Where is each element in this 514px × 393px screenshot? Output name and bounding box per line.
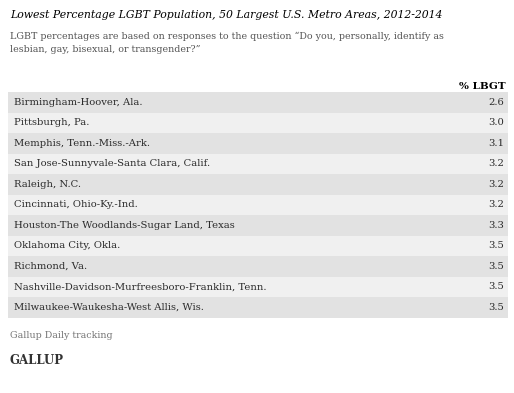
Text: 3.5: 3.5 [488,241,504,250]
Bar [8,133,508,154]
Text: 3.0: 3.0 [488,118,504,127]
Text: Birmingham-Hoover, Ala.: Birmingham-Hoover, Ala. [14,98,142,107]
Text: Cincinnati, Ohio-Ky.-Ind.: Cincinnati, Ohio-Ky.-Ind. [14,200,138,209]
Text: Pittsburgh, Pa.: Pittsburgh, Pa. [14,118,89,127]
Text: 3.3: 3.3 [488,221,504,230]
Text: 3.1: 3.1 [488,139,504,148]
Text: 3.2: 3.2 [488,159,504,168]
Text: Memphis, Tenn.-Miss.-Ark.: Memphis, Tenn.-Miss.-Ark. [14,139,150,148]
Bar [8,154,508,174]
Text: Lowest Percentage LGBT Population, 50 Largest U.S. Metro Areas, 2012-2014: Lowest Percentage LGBT Population, 50 La… [10,10,443,20]
Bar [8,215,508,235]
Text: LGBT percentages are based on responses to the question “Do you, personally, ide: LGBT percentages are based on responses … [10,32,444,54]
Text: Nashville-Davidson-Murfreesboro-Franklin, Tenn.: Nashville-Davidson-Murfreesboro-Franklin… [14,282,266,291]
Text: 3.5: 3.5 [488,262,504,271]
Text: 3.5: 3.5 [488,282,504,291]
Text: Houston-The Woodlands-Sugar Land, Texas: Houston-The Woodlands-Sugar Land, Texas [14,221,235,230]
Bar [8,112,508,133]
Text: GALLUP: GALLUP [10,353,64,367]
Bar [8,235,508,256]
Text: % LBGT: % LBGT [460,82,506,91]
Text: Gallup Daily tracking: Gallup Daily tracking [10,332,113,340]
Bar [8,195,508,215]
Bar [8,277,508,297]
Bar [8,297,508,318]
Bar [8,174,508,195]
Bar [8,256,508,277]
Text: San Jose-Sunnyvale-Santa Clara, Calif.: San Jose-Sunnyvale-Santa Clara, Calif. [14,159,210,168]
Bar [8,92,508,112]
Text: 2.6: 2.6 [488,98,504,107]
Text: Richmond, Va.: Richmond, Va. [14,262,87,271]
Text: 3.2: 3.2 [488,180,504,189]
Text: Oklahoma City, Okla.: Oklahoma City, Okla. [14,241,120,250]
Text: 3.2: 3.2 [488,200,504,209]
Text: Milwaukee-Waukesha-West Allis, Wis.: Milwaukee-Waukesha-West Allis, Wis. [14,303,204,312]
Text: Raleigh, N.C.: Raleigh, N.C. [14,180,81,189]
Text: 3.5: 3.5 [488,303,504,312]
